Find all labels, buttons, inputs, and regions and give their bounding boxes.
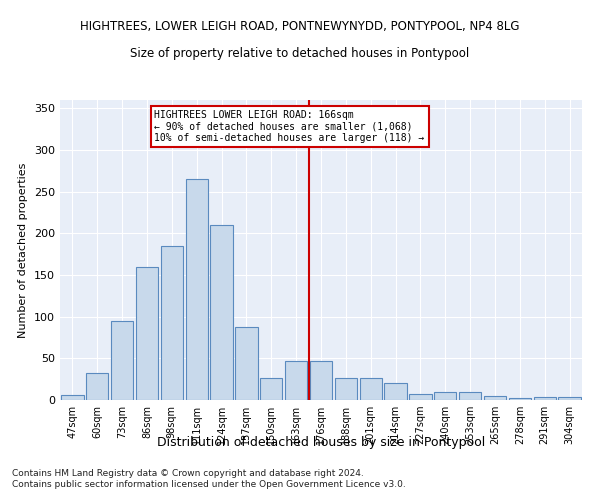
Bar (434, 392, 457, 400)
Text: HIGHTREES LOWER LEIGH ROAD: 166sqm
← 90% of detached houses are smaller (1,068)
: HIGHTREES LOWER LEIGH ROAD: 166sqm ← 90%… (154, 110, 425, 143)
Bar (136, 266, 158, 400)
Bar (285, 361, 307, 400)
Text: Contains public sector information licensed under the Open Government Licence v3: Contains public sector information licen… (12, 480, 406, 489)
Bar (86, 374, 109, 400)
Bar (335, 378, 357, 400)
Bar (385, 382, 407, 400)
Text: Size of property relative to detached houses in Pontypool: Size of property relative to detached ho… (130, 48, 470, 60)
Bar (185, 179, 208, 400)
Bar (211, 225, 233, 400)
Bar (509, 398, 531, 400)
Bar (61, 395, 83, 400)
Bar (161, 246, 183, 400)
Y-axis label: Number of detached properties: Number of detached properties (19, 162, 28, 338)
Text: HIGHTREES, LOWER LEIGH ROAD, PONTNEWYNYDD, PONTYPOOL, NP4 8LG: HIGHTREES, LOWER LEIGH ROAD, PONTNEWYNYD… (80, 20, 520, 33)
Bar (459, 392, 481, 400)
Bar (559, 396, 581, 400)
Bar (409, 394, 431, 400)
Bar (359, 378, 382, 400)
Bar (533, 396, 556, 400)
Bar (235, 326, 257, 400)
Text: Contains HM Land Registry data © Crown copyright and database right 2024.: Contains HM Land Registry data © Crown c… (12, 468, 364, 477)
Bar (260, 378, 283, 400)
Bar (310, 361, 332, 400)
Text: Distribution of detached houses by size in Pontypool: Distribution of detached houses by size … (157, 436, 485, 449)
Bar (484, 396, 506, 400)
Bar (111, 321, 133, 400)
